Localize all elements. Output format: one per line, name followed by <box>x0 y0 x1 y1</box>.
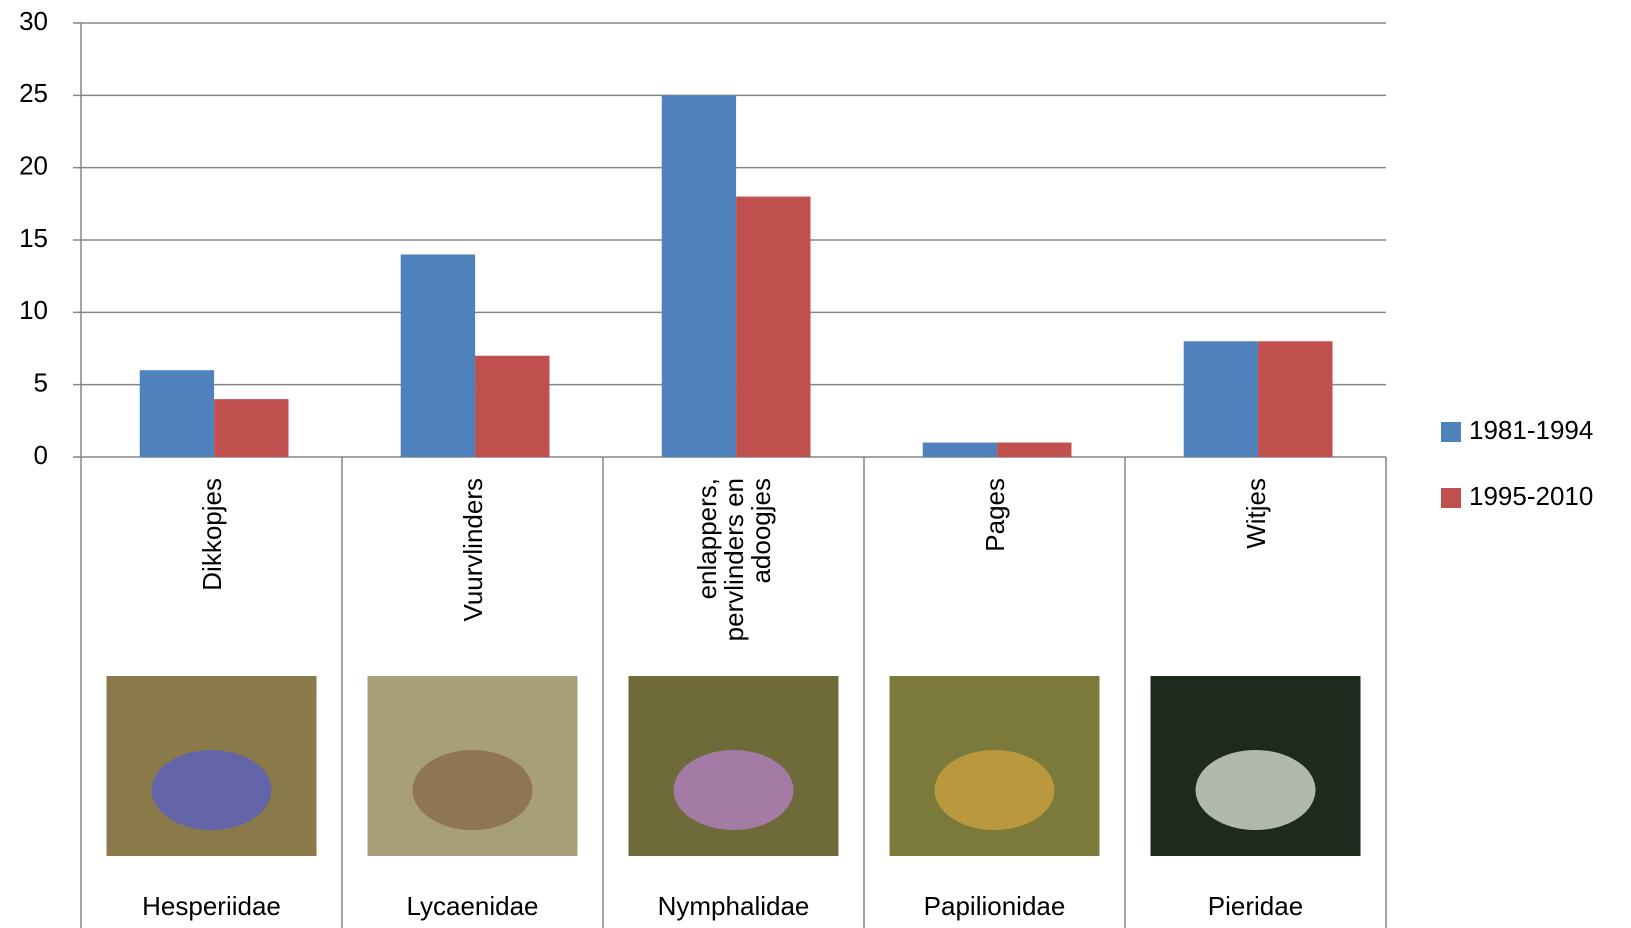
x-tick-label: Dikkopjes <box>157 478 267 678</box>
legend-label: 1995-2010 <box>1469 481 1593 511</box>
bar <box>997 443 1071 457</box>
y-tick-label: 20 <box>19 151 48 181</box>
bar <box>475 356 549 457</box>
butterfly-photo-detail <box>152 750 272 830</box>
y-tick-label: 5 <box>34 368 48 398</box>
family-label: Pieridae <box>1208 891 1303 921</box>
bar <box>140 370 214 457</box>
butterfly-photo-detail <box>935 750 1055 830</box>
x-tick-label: Vuurvlinders <box>418 478 528 678</box>
y-tick-label: 15 <box>19 223 48 253</box>
bar <box>662 95 736 457</box>
butterfly-photo-detail <box>413 750 533 830</box>
bar <box>736 197 810 457</box>
family-label: Hesperiidae <box>142 891 281 921</box>
x-tick-label: Witjes <box>1201 478 1311 678</box>
butterfly-photo-detail <box>1196 750 1316 830</box>
family-label: Nymphalidae <box>658 891 810 921</box>
page: 0 5 10 15 20 25 30 Hesperiidae Lycaenidae Nymphal… <box>0 0 1631 928</box>
bar <box>923 443 997 457</box>
y-tick-label: 25 <box>19 78 48 108</box>
x-tick-label: Pages <box>940 478 1050 678</box>
butterfly-photo-detail <box>674 750 794 830</box>
bar <box>1184 341 1258 457</box>
bar <box>1258 341 1332 457</box>
bar <box>401 254 475 457</box>
legend-label: 1981-1994 <box>1469 415 1593 445</box>
y-tick-label: 30 <box>19 6 48 36</box>
y-tick-label: 0 <box>34 440 48 470</box>
bar <box>214 399 288 457</box>
y-tick-label: 10 <box>19 295 48 325</box>
chart: 0 5 10 15 20 25 30 Hesperiidae Lycaenidae Nymphal… <box>0 0 1631 928</box>
legend-swatch <box>1441 488 1461 508</box>
family-label: Papilionidae <box>924 891 1066 921</box>
family-label: Lycaenidae <box>406 891 538 921</box>
legend-swatch <box>1441 422 1461 442</box>
x-tick-label: enlappers, pervlinders en adoogjes <box>679 478 789 678</box>
